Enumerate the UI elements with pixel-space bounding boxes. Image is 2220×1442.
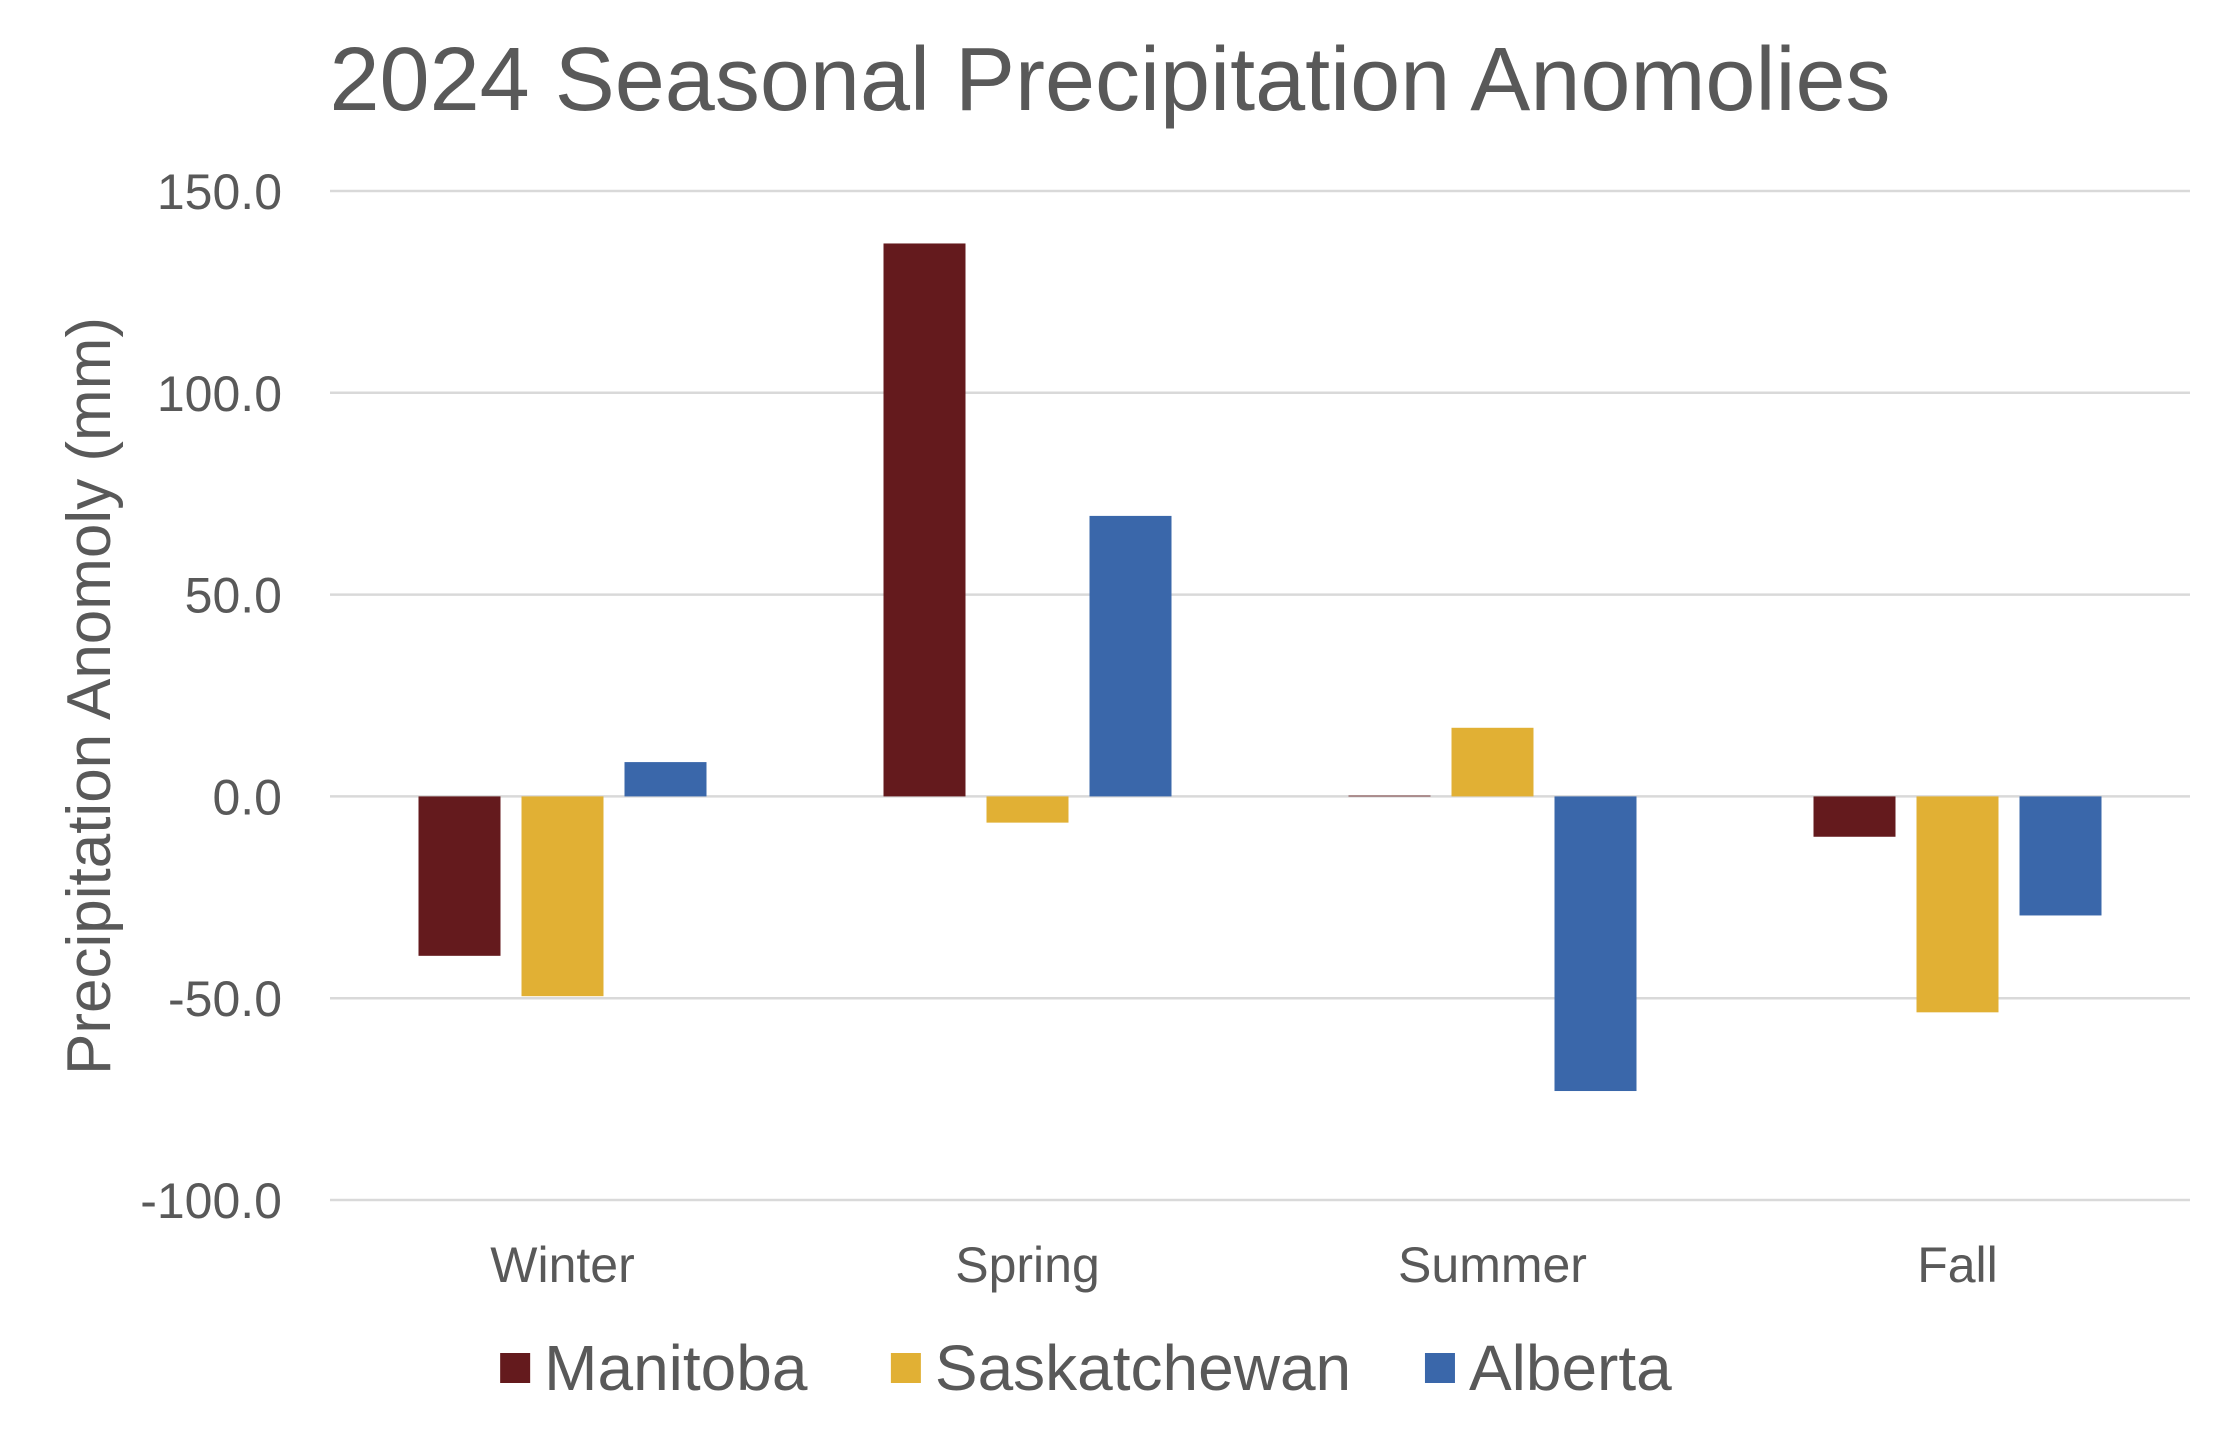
legend-label-saskatchewan: Saskatchewan <box>935 1332 1351 1404</box>
y-tick-label: 50.0 <box>185 568 282 624</box>
bar-saskatchewan-fall <box>1916 796 1999 1013</box>
legend-label-alberta: Alberta <box>1469 1332 1672 1404</box>
x-category-label: Fall <box>1917 1237 1998 1293</box>
y-axis-ticks: 150.0 100.0 50.0 0.0 -50.0 -100.0 <box>140 164 282 1229</box>
y-axis-label: Precipitation Anomoly (mm) <box>55 317 124 1075</box>
bar-manitoba-fall <box>1813 796 1896 837</box>
x-category-label: Summer <box>1398 1237 1587 1293</box>
bars <box>418 243 2102 1092</box>
x-category-label: Spring <box>955 1237 1100 1293</box>
bar-saskatchewan-winter <box>521 796 604 997</box>
y-tick-label: -100.0 <box>140 1173 282 1229</box>
bar-alberta-spring <box>1089 515 1172 797</box>
legend-label-manitoba: Manitoba <box>544 1332 808 1404</box>
bar-alberta-winter <box>624 762 707 797</box>
bar-saskatchewan-summer <box>1451 727 1534 797</box>
bar-alberta-fall <box>2019 796 2102 916</box>
legend-item-manitoba: Manitoba <box>500 1332 808 1404</box>
bar-manitoba-spring <box>883 243 966 797</box>
legend-item-alberta: Alberta <box>1424 1332 1672 1404</box>
bar-alberta-summer <box>1554 796 1637 1092</box>
y-tick-label: 100.0 <box>157 366 282 422</box>
chart-title: 2024 Seasonal Precipitation Anomolies <box>329 30 1890 130</box>
gridlines <box>330 189 2190 1202</box>
legend-swatch-manitoba <box>500 1353 531 1383</box>
x-category-label: Winter <box>490 1237 634 1293</box>
y-tick-label: 150.0 <box>157 164 282 220</box>
x-axis-categories: Winter Spring Summer Fall <box>490 1237 1998 1293</box>
legend-item-saskatchewan: Saskatchewan <box>890 1332 1351 1404</box>
legend: Manitoba Saskatchewan Alberta <box>500 1332 1672 1404</box>
legend-swatch-alberta <box>1424 1353 1455 1383</box>
legend-swatch-saskatchewan <box>890 1353 921 1383</box>
y-tick-label: -50.0 <box>168 971 282 1027</box>
y-tick-label: 0.0 <box>212 769 282 825</box>
bar-saskatchewan-spring <box>986 796 1069 823</box>
bar-manitoba-summer <box>1348 795 1431 797</box>
bar-manitoba-winter <box>418 796 501 956</box>
